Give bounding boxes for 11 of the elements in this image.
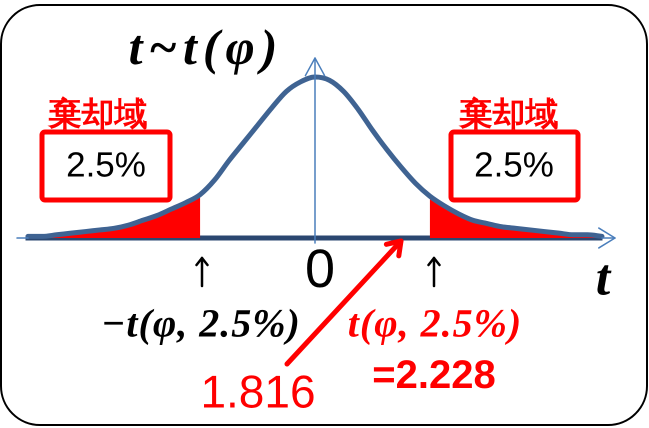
chart-title: t~t(φ)	[128, 18, 284, 75]
text: =2.228	[372, 353, 496, 398]
x-axis-title: t	[596, 249, 612, 306]
text: t(φ, 2.5%)	[348, 300, 522, 346]
annotation: 2.5%	[66, 146, 146, 185]
annotation: 棄却域	[46, 95, 148, 132]
text: 0	[304, 238, 336, 299]
text: 1.816	[200, 366, 316, 418]
annotation: 棄却域	[458, 95, 558, 132]
annotation: 2.5%	[474, 146, 554, 185]
text: −t(φ, 2.5%)	[101, 300, 301, 346]
